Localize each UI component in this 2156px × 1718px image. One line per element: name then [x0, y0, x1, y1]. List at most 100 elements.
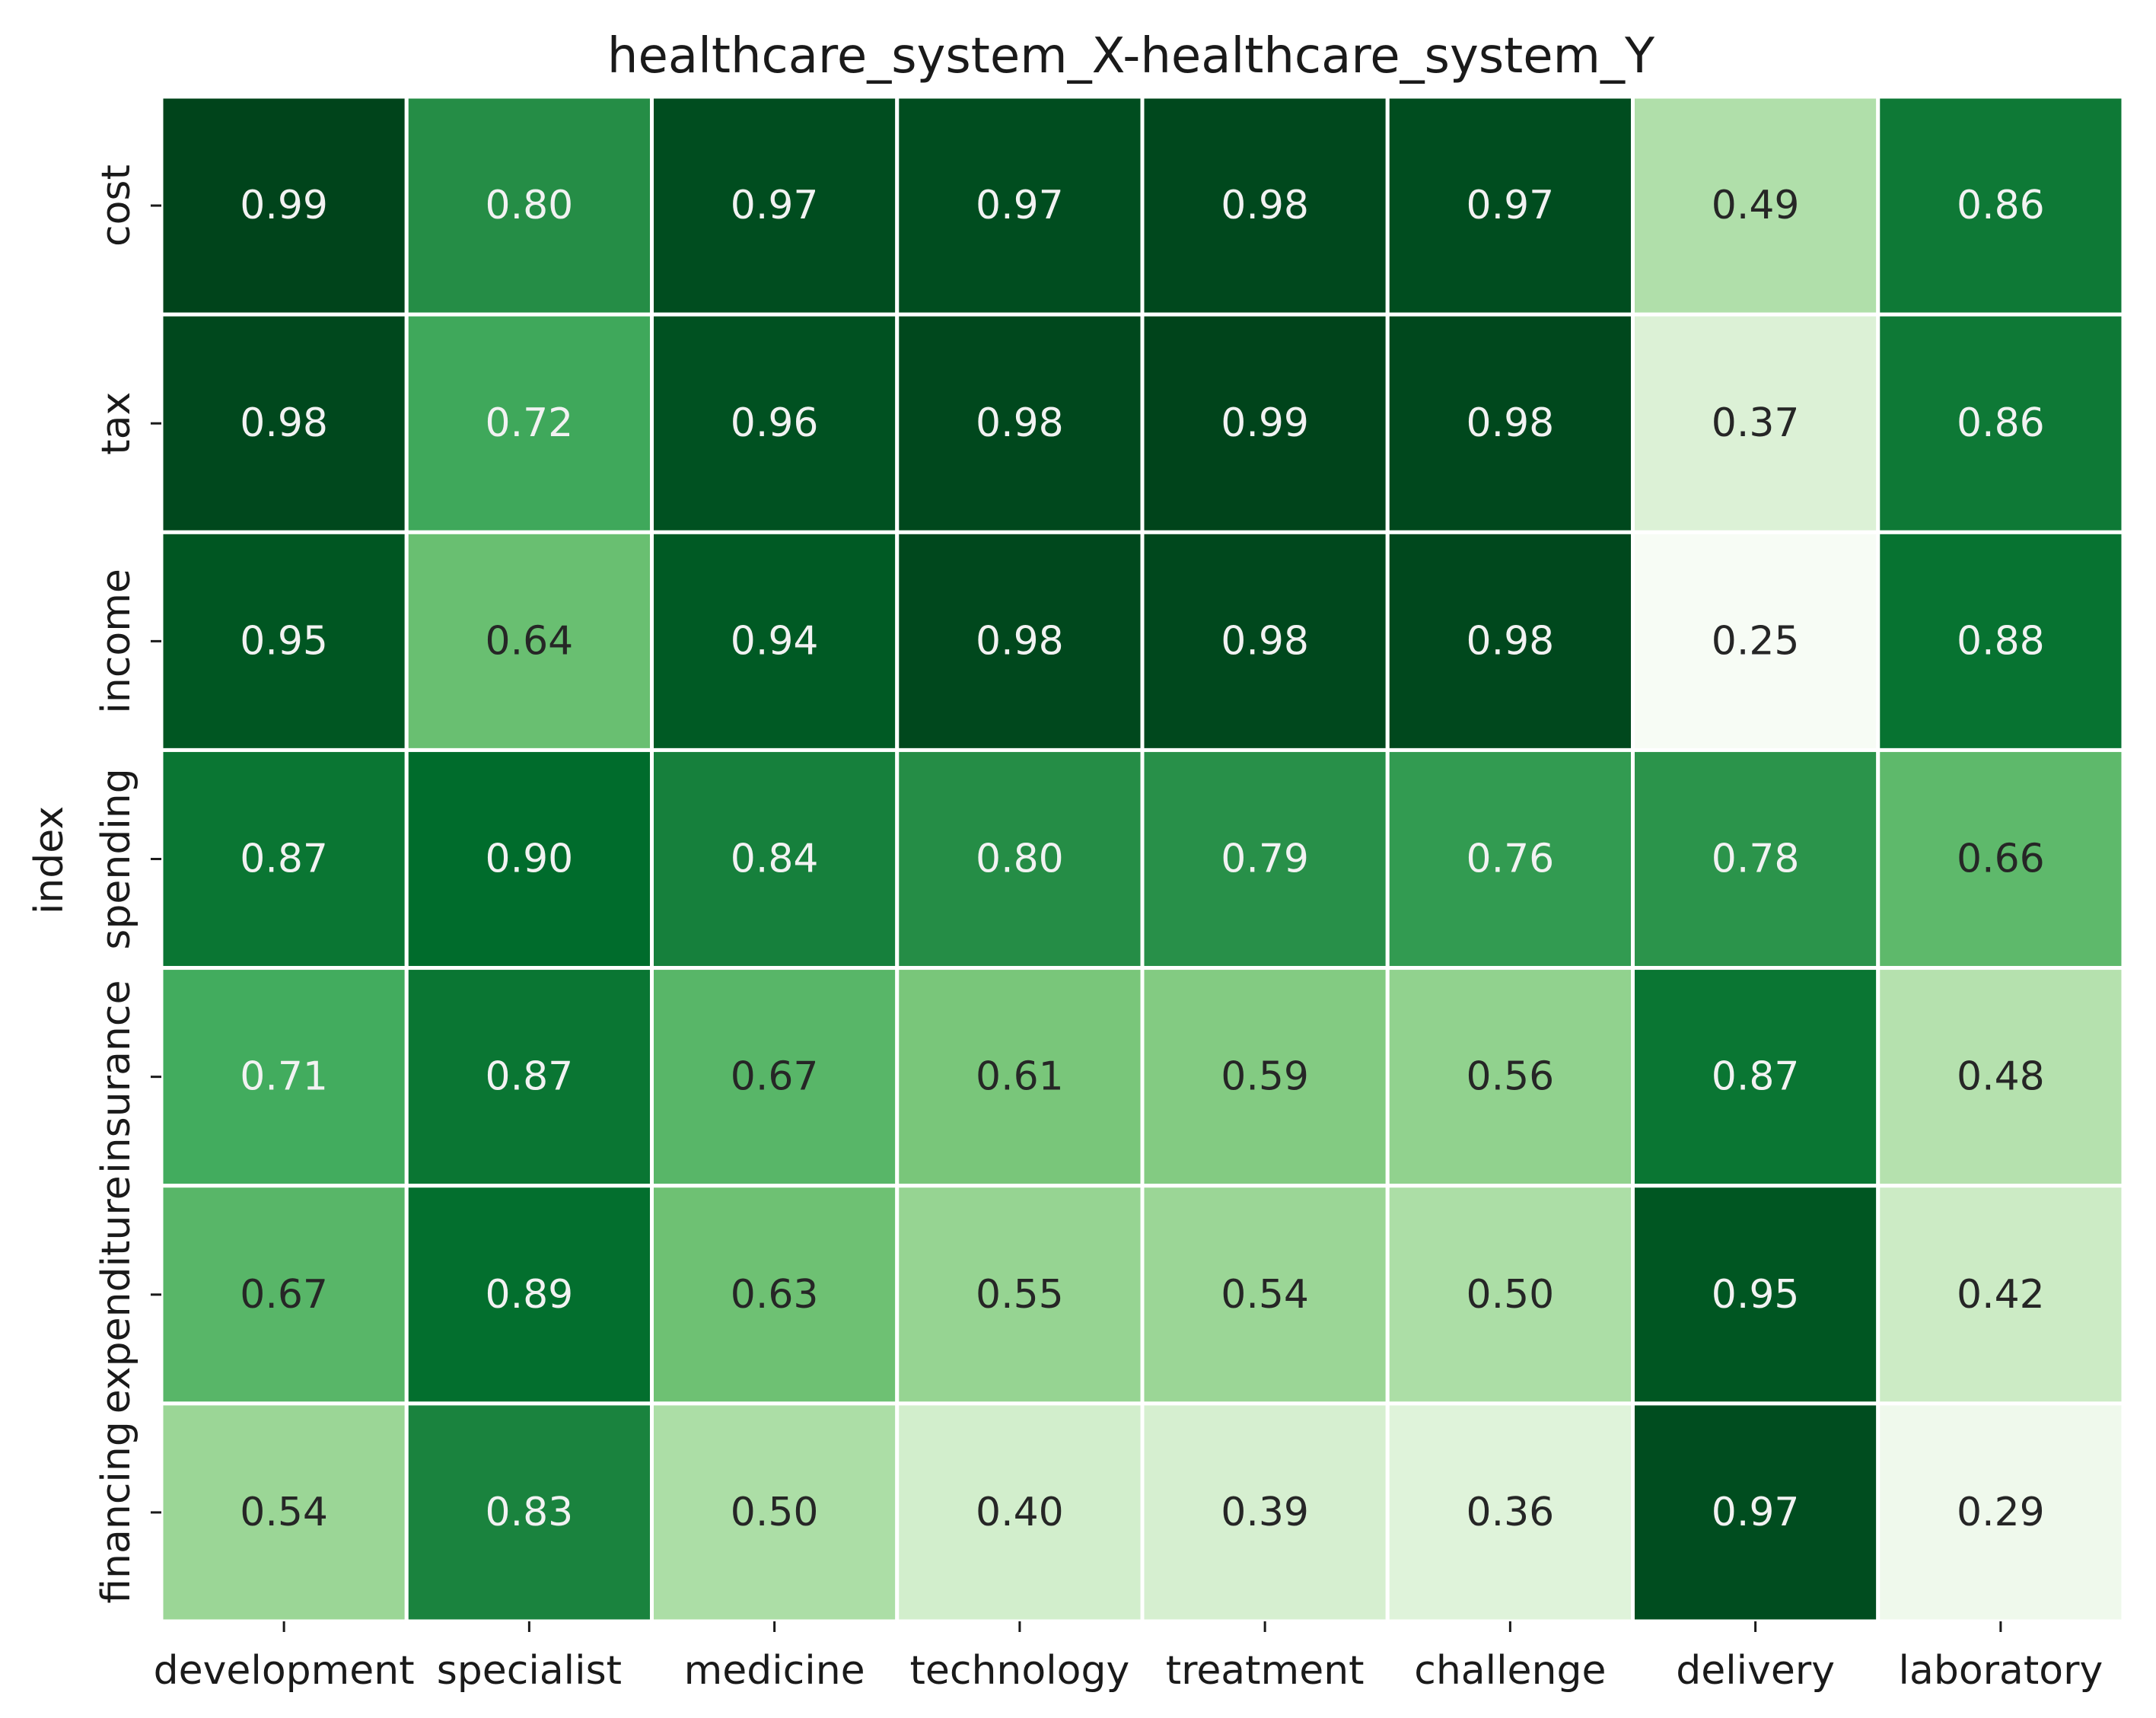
x-tick-label-medicine: medicine — [684, 1648, 865, 1694]
y-tick-label-income: income — [94, 569, 139, 713]
cell-value-label-insurance-delivery: 0.87 — [1712, 1054, 1800, 1100]
cell-value-label-financing-technology: 0.40 — [976, 1490, 1064, 1535]
heatmap-cell-expenditure-treatment — [1140, 1184, 1390, 1406]
heatmap-cell-tax-laboratory — [1876, 312, 2126, 534]
heatmap-cell-financing-treatment — [1140, 1401, 1390, 1624]
cell-value-label-cost-treatment: 0.98 — [1221, 183, 1309, 228]
heatmap-cell-income-challenge — [1385, 530, 1635, 752]
cell-value-label-tax-specialist: 0.72 — [485, 400, 573, 446]
cell-value-label-insurance-medicine: 0.67 — [731, 1054, 819, 1100]
heatmap-cell-insurance-delivery — [1631, 966, 1881, 1188]
cell-value-label-financing-development: 0.54 — [240, 1490, 328, 1535]
y-tick-label-insurance: insurance — [94, 980, 139, 1174]
cell-value-label-expenditure-delivery: 0.95 — [1712, 1272, 1800, 1318]
heatmap-cell-income-laboratory — [1876, 530, 2126, 752]
cell-value-label-income-technology: 0.98 — [976, 618, 1064, 664]
x-tick-label-development: development — [154, 1648, 415, 1694]
heatmap-cell-spending-treatment — [1140, 747, 1390, 971]
heatmap-cell-spending-delivery — [1631, 747, 1881, 971]
heatmap-cell-insurance-treatment — [1140, 966, 1390, 1188]
cell-value-label-income-treatment: 0.98 — [1221, 618, 1309, 664]
heatmap-cell-income-medicine — [650, 530, 900, 752]
cell-value-label-financing-medicine: 0.50 — [731, 1490, 819, 1535]
cell-value-label-cost-development: 0.99 — [240, 183, 328, 228]
cell-value-label-income-delivery: 0.25 — [1712, 618, 1800, 664]
heatmap-cell-income-specialist — [404, 530, 654, 752]
cell-value-label-cost-technology: 0.97 — [976, 183, 1064, 228]
cell-value-label-spending-delivery: 0.78 — [1712, 837, 1800, 882]
cell-value-label-insurance-laboratory: 0.48 — [1957, 1054, 2045, 1100]
heatmap-cell-expenditure-medicine — [650, 1184, 900, 1406]
cell-value-label-insurance-treatment: 0.59 — [1221, 1054, 1309, 1100]
heatmap-cell-financing-laboratory — [1876, 1401, 2126, 1624]
cell-value-label-cost-specialist: 0.80 — [485, 183, 573, 228]
cell-value-label-insurance-challenge: 0.56 — [1466, 1054, 1554, 1100]
heatmap-cell-cost-development — [159, 94, 409, 317]
heatmap-cell-income-delivery — [1631, 530, 1881, 752]
cell-value-label-insurance-technology: 0.61 — [976, 1054, 1064, 1100]
y-tick-label-expenditure: expenditure — [94, 1175, 139, 1414]
cell-value-label-income-challenge: 0.98 — [1466, 618, 1554, 664]
cell-value-label-expenditure-challenge: 0.50 — [1466, 1272, 1554, 1318]
cell-value-label-tax-development: 0.98 — [240, 400, 328, 446]
heatmap-cell-spending-technology — [895, 747, 1145, 971]
cell-value-label-expenditure-treatment: 0.54 — [1221, 1272, 1309, 1318]
heatmap-cell-expenditure-laboratory — [1876, 1184, 2126, 1406]
y-tick-label-spending: spending — [94, 768, 139, 949]
heatmap-cell-financing-specialist — [404, 1401, 654, 1624]
cell-value-label-spending-challenge: 0.76 — [1466, 837, 1554, 882]
heatmap-cell-financing-medicine — [650, 1401, 900, 1624]
cell-value-label-spending-medicine: 0.84 — [731, 837, 819, 882]
heatmap-cell-financing-challenge — [1385, 1401, 1635, 1624]
cell-value-label-financing-laboratory: 0.29 — [1957, 1490, 2045, 1535]
cell-value-label-expenditure-specialist: 0.89 — [485, 1272, 573, 1318]
x-axis-ticks: development specialist medicine technology t… — [154, 1621, 2103, 1694]
heatmap-cell-spending-development — [159, 747, 409, 971]
cell-value-label-financing-challenge: 0.36 — [1466, 1490, 1554, 1535]
heatmap-cell-cost-specialist — [404, 94, 654, 317]
cell-value-label-spending-development: 0.87 — [240, 837, 328, 882]
x-tick-label-challenge: challenge — [1414, 1648, 1606, 1694]
cell-value-label-insurance-development: 0.71 — [240, 1054, 328, 1100]
cell-value-label-income-laboratory: 0.88 — [1957, 618, 2045, 664]
cell-value-label-financing-treatment: 0.39 — [1221, 1490, 1309, 1535]
x-tick-label-treatment: treatment — [1166, 1648, 1365, 1694]
cell-value-label-income-medicine: 0.94 — [731, 618, 819, 664]
heatmap-cell-financing-development — [159, 1401, 409, 1624]
cell-value-label-spending-specialist: 0.90 — [485, 837, 573, 882]
heatmap-cell-insurance-laboratory — [1876, 966, 2126, 1188]
heatmap-cells: 0.99 0.80 0.97 0.97 0.98 0.97 0.49 0.86 0.98 0.72… — [159, 94, 2126, 1624]
heatmap-cell-expenditure-delivery — [1631, 1184, 1881, 1406]
heatmap-cell-tax-technology — [895, 312, 1145, 534]
heatmap-cell-income-technology — [895, 530, 1145, 752]
heatmap-cell-cost-medicine — [650, 94, 900, 317]
cell-value-label-income-specialist: 0.64 — [485, 618, 573, 664]
x-tick-label-delivery: delivery — [1676, 1648, 1835, 1694]
chart-title: healthcare_system_X-healthcare_system_Y — [607, 28, 1655, 84]
heatmap-cell-insurance-technology — [895, 966, 1145, 1188]
cell-value-label-tax-technology: 0.98 — [976, 400, 1064, 446]
heatmap-cell-expenditure-specialist — [404, 1184, 654, 1406]
cell-value-label-tax-medicine: 0.96 — [731, 400, 819, 446]
cell-value-label-spending-treatment: 0.79 — [1221, 837, 1309, 882]
cell-value-label-insurance-specialist: 0.87 — [485, 1054, 573, 1100]
y-tick-label-cost: cost — [94, 164, 139, 247]
heatmap-cell-tax-challenge — [1385, 312, 1635, 534]
cell-value-label-expenditure-laboratory: 0.42 — [1957, 1272, 2045, 1318]
cell-value-label-financing-delivery: 0.97 — [1712, 1490, 1800, 1535]
cell-value-label-expenditure-development: 0.67 — [240, 1272, 328, 1318]
cell-value-label-tax-challenge: 0.98 — [1466, 400, 1554, 446]
cell-value-label-financing-specialist: 0.83 — [485, 1490, 573, 1535]
cell-value-label-expenditure-medicine: 0.63 — [731, 1272, 819, 1318]
cell-value-label-spending-technology: 0.80 — [976, 837, 1064, 882]
x-tick-label-specialist: specialist — [437, 1648, 622, 1694]
heatmap-cell-cost-laboratory — [1876, 94, 2126, 317]
cell-value-label-tax-laboratory: 0.86 — [1957, 400, 2045, 446]
x-tick-label-laboratory: laboratory — [1899, 1648, 2103, 1694]
heatmap-cell-financing-delivery — [1631, 1401, 1881, 1624]
y-tick-label-financing: financing — [94, 1421, 139, 1604]
cell-value-label-cost-delivery: 0.49 — [1712, 183, 1800, 228]
y-tick-label-tax: tax — [94, 392, 139, 455]
heatmap-cell-spending-medicine — [650, 747, 900, 971]
